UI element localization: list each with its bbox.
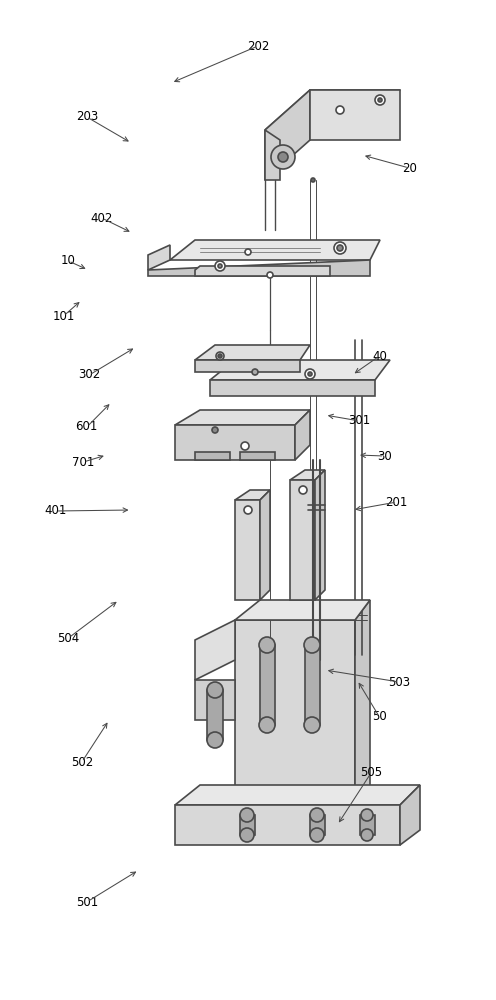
Polygon shape (148, 245, 170, 270)
Polygon shape (210, 360, 390, 380)
Circle shape (240, 808, 254, 822)
Text: 402: 402 (90, 212, 113, 225)
Circle shape (207, 682, 223, 698)
Polygon shape (260, 490, 270, 600)
Circle shape (334, 242, 346, 254)
Polygon shape (295, 410, 310, 460)
Text: 401: 401 (44, 504, 67, 518)
Text: 101: 101 (52, 310, 75, 323)
Circle shape (271, 145, 295, 169)
Polygon shape (175, 785, 420, 805)
Text: 203: 203 (76, 110, 98, 123)
Circle shape (308, 372, 312, 376)
Polygon shape (265, 130, 280, 180)
Polygon shape (265, 90, 310, 180)
Circle shape (240, 828, 254, 842)
Circle shape (304, 637, 320, 653)
Polygon shape (170, 240, 380, 260)
Circle shape (218, 264, 222, 268)
Polygon shape (315, 470, 325, 600)
Polygon shape (195, 360, 300, 372)
Circle shape (304, 717, 320, 733)
Polygon shape (260, 645, 275, 725)
Circle shape (311, 178, 315, 182)
Polygon shape (310, 90, 400, 140)
Circle shape (245, 249, 251, 255)
Circle shape (310, 828, 324, 842)
Polygon shape (148, 260, 370, 276)
Polygon shape (195, 620, 235, 680)
Circle shape (378, 98, 382, 102)
Circle shape (278, 152, 288, 162)
Circle shape (337, 245, 343, 251)
Circle shape (336, 106, 344, 114)
Text: 501: 501 (76, 896, 98, 909)
Circle shape (305, 369, 315, 379)
Text: 30: 30 (377, 450, 392, 462)
Circle shape (215, 261, 225, 271)
Circle shape (252, 369, 258, 375)
Polygon shape (360, 815, 375, 835)
Polygon shape (305, 645, 320, 725)
Text: 20: 20 (402, 161, 417, 174)
Text: 504: 504 (58, 632, 79, 645)
Circle shape (218, 354, 222, 358)
Polygon shape (290, 470, 325, 480)
Circle shape (212, 427, 218, 433)
Text: 503: 503 (388, 676, 410, 689)
Circle shape (361, 809, 373, 821)
Polygon shape (235, 500, 260, 600)
Polygon shape (240, 452, 275, 460)
Text: 301: 301 (349, 414, 371, 428)
Circle shape (259, 717, 275, 733)
Circle shape (241, 442, 249, 450)
Text: 601: 601 (75, 420, 98, 434)
Circle shape (216, 352, 224, 360)
Text: 50: 50 (372, 710, 387, 723)
Polygon shape (195, 266, 330, 276)
Circle shape (267, 272, 273, 278)
Polygon shape (175, 410, 310, 425)
Polygon shape (210, 380, 375, 396)
Polygon shape (290, 480, 315, 600)
Text: 202: 202 (247, 39, 269, 52)
Text: 505: 505 (360, 766, 382, 780)
Polygon shape (400, 785, 420, 845)
Polygon shape (235, 620, 355, 820)
Text: 201: 201 (385, 495, 408, 508)
Circle shape (259, 637, 275, 653)
Polygon shape (195, 452, 230, 460)
Polygon shape (265, 90, 400, 130)
Text: 502: 502 (71, 756, 93, 768)
Polygon shape (175, 425, 295, 460)
Polygon shape (195, 680, 235, 720)
Text: 302: 302 (78, 368, 100, 381)
Polygon shape (175, 805, 400, 845)
Polygon shape (207, 690, 223, 740)
Text: 10: 10 (61, 254, 76, 267)
Circle shape (310, 808, 324, 822)
Text: 701: 701 (72, 456, 95, 468)
Circle shape (207, 732, 223, 748)
Circle shape (375, 95, 385, 105)
Polygon shape (240, 815, 255, 835)
Polygon shape (355, 600, 370, 820)
Circle shape (299, 486, 307, 494)
Circle shape (244, 506, 252, 514)
Polygon shape (235, 490, 270, 500)
Polygon shape (310, 815, 325, 835)
Circle shape (361, 829, 373, 841)
Polygon shape (195, 345, 310, 360)
Polygon shape (235, 600, 370, 620)
Text: 40: 40 (372, 350, 387, 362)
